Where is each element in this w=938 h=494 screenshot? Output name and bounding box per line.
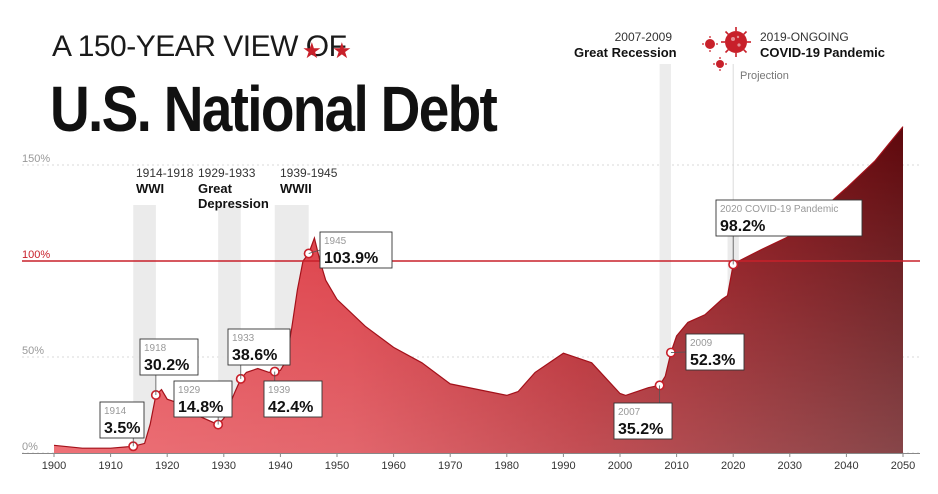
event-wwii: 1939-1945 WWII [280, 166, 337, 196]
callout-year: 1939 [268, 385, 291, 396]
event-years: 1914-1918 [136, 166, 194, 180]
event-band [133, 205, 156, 453]
callout-year: 1945 [324, 236, 347, 247]
y-tick-label: 0% [22, 441, 38, 453]
callout-box [263, 380, 323, 418]
event-years: 1939-1945 [280, 166, 338, 180]
callout-connector [308, 249, 321, 254]
y-tick-label: 100% [22, 249, 50, 261]
x-tick-label: 1980 [495, 460, 519, 472]
x-tick-label: 1970 [438, 460, 462, 472]
x-tick-label: 1960 [381, 460, 405, 472]
event-wwi: 1914-1918 WWI [136, 166, 193, 196]
event-years: 2019-ONGOING [760, 30, 849, 44]
star-icon: ★ [302, 38, 322, 63]
callout-box [715, 199, 863, 237]
callout-value: 98.2% [720, 218, 765, 235]
y-tick-label: 150% [22, 153, 50, 165]
callout-value: 14.8% [178, 399, 223, 416]
event-name: Great Recession [574, 45, 677, 60]
event-years: 1929-1933 [198, 166, 256, 180]
x-tick-label: 2010 [664, 460, 688, 472]
x-tick-label: 1900 [42, 460, 66, 472]
callout-box [319, 231, 393, 269]
x-tick-label: 2000 [608, 460, 632, 472]
chart-subtitle: A 150-YEAR VIEW OF [52, 30, 347, 63]
callout-box [139, 338, 199, 376]
virus-icon [702, 27, 751, 71]
callout-box [613, 402, 673, 440]
event-name: WWII [280, 181, 312, 196]
callout-value: 103.9% [324, 250, 378, 267]
callout-year: 1929 [178, 385, 201, 396]
event-years: 2007-2009 [614, 30, 672, 44]
chart-title: U.S. National Debt [50, 73, 498, 145]
callout-value: 3.5% [104, 420, 140, 437]
x-tick-label: 1910 [98, 460, 122, 472]
callout-value: 52.3% [690, 352, 735, 369]
callout-year: 1918 [144, 343, 167, 354]
x-tick-label: 2020 [721, 460, 745, 472]
callout-value: 38.6% [232, 347, 277, 364]
y-tick-label: 50% [22, 345, 44, 357]
callout-connector [670, 351, 687, 353]
x-tick-label: 1940 [268, 460, 292, 472]
event-covid: 2019-ONGOING COVID-19 Pandemic [760, 30, 885, 60]
event-great-depression: 1929-1933 Great Depression [198, 166, 274, 211]
event-band [659, 64, 671, 453]
callout-box [173, 380, 233, 418]
debt-area-shade [54, 126, 903, 453]
callout-year: 1933 [232, 333, 255, 344]
callout-box [685, 333, 745, 371]
callout-value: 35.2% [618, 421, 663, 438]
star-icon: ★ [332, 38, 352, 63]
callout-year: 2009 [690, 338, 713, 349]
x-tick-label: 1950 [325, 460, 349, 472]
event-name: WWI [136, 181, 165, 196]
callout-value: 30.2% [144, 357, 189, 374]
callout-box [227, 328, 291, 366]
x-tick-label: 2050 [891, 460, 915, 472]
callout-year: 1914 [104, 406, 127, 417]
x-tick-label: 2030 [778, 460, 802, 472]
callout-year: 2007 [618, 407, 641, 418]
x-tick-label: 1930 [212, 460, 236, 472]
x-tick-label: 2040 [834, 460, 858, 472]
callout-value: 42.4% [268, 399, 313, 416]
callout-year: 2020 COVID-19 Pandemic [720, 204, 838, 215]
event-name: Great Depression [198, 181, 269, 211]
x-tick-label: 1920 [155, 460, 179, 472]
event-great-recession: 2007-2009 Great Recession [574, 30, 677, 60]
projection-label: Projection [740, 70, 789, 82]
callout-box [99, 401, 145, 439]
event-name: COVID-19 Pandemic [760, 45, 885, 60]
x-tick-label: 1990 [551, 460, 575, 472]
